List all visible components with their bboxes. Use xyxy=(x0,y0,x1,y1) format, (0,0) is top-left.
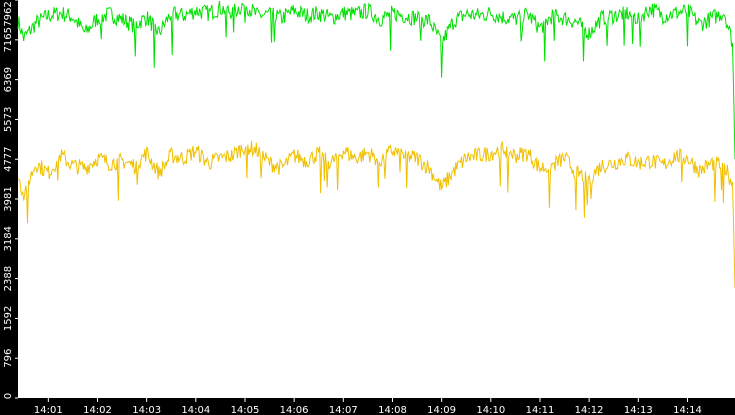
plot-background xyxy=(18,0,735,398)
y-tick-label: 3184 xyxy=(3,226,14,251)
series-line-1 xyxy=(17,1,735,160)
x-tick-label: 14:05 xyxy=(231,405,260,415)
x-tick-label: 14:14 xyxy=(673,405,702,415)
y-tick-label: 7962 xyxy=(3,1,14,26)
y-tick-label: 4777 xyxy=(3,146,14,171)
x-tick-label: 14:13 xyxy=(624,405,653,415)
x-axis: 14:01 14:02 14:03 14:04 14:05 14:06 14:07 14:08… xyxy=(34,398,702,415)
y-tick-label: 796 xyxy=(3,349,14,368)
x-tick-label: 14:02 xyxy=(83,405,112,415)
y-tick-label: 1592 xyxy=(3,306,14,331)
y-tick-label: 0 xyxy=(3,393,14,399)
x-tick-label: 14:03 xyxy=(132,405,161,415)
y-tick-label: 6369 xyxy=(3,67,14,92)
x-tick-label: 14:01 xyxy=(34,405,63,415)
y-tick-label: 7165 xyxy=(3,27,14,52)
x-tick-label: 14:12 xyxy=(575,405,604,415)
y-tick-label: 5573 xyxy=(3,107,14,132)
x-tick-label: 14:11 xyxy=(526,405,555,415)
y-tick-label: 3981 xyxy=(3,186,14,211)
x-tick-label: 14:07 xyxy=(329,405,358,415)
y-tick-label: 2388 xyxy=(3,266,14,291)
series-layer xyxy=(17,1,735,289)
x-tick-label: 14:10 xyxy=(476,405,505,415)
series-line-2 xyxy=(17,140,735,289)
x-tick-label: 14:06 xyxy=(280,405,309,415)
x-tick-label: 14:08 xyxy=(378,405,407,415)
x-tick-label: 14:09 xyxy=(427,405,456,415)
x-tick-label: 14:04 xyxy=(181,405,210,415)
